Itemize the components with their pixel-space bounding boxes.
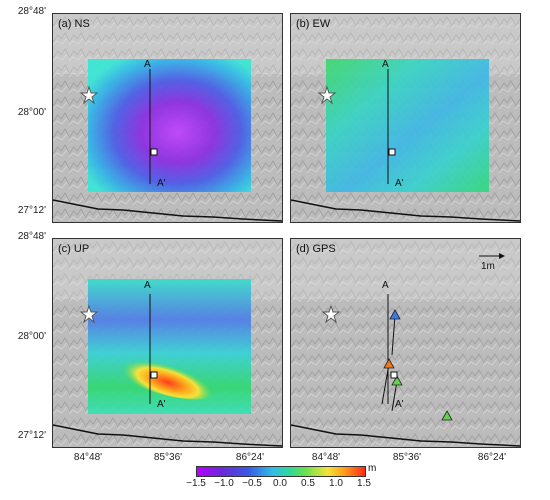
gps-triangle-icon bbox=[383, 358, 395, 369]
lon-label: 84°48' bbox=[311, 452, 341, 463]
station-square-icon bbox=[388, 148, 396, 156]
lon-label: 86°24' bbox=[235, 452, 265, 463]
panel-up: (c) UP A A' bbox=[52, 238, 283, 448]
panel-ns-map bbox=[53, 14, 282, 222]
epicenter-star-icon bbox=[79, 304, 99, 324]
panel-gps-map bbox=[291, 239, 520, 447]
lon-label: 84°48' bbox=[73, 452, 103, 463]
station-square-icon bbox=[150, 371, 158, 379]
colorbar-tick: 1.5 bbox=[357, 478, 371, 489]
lat-label-top: 28°48' bbox=[17, 6, 46, 17]
epicenter-star-icon bbox=[321, 304, 341, 324]
station-square-icon bbox=[150, 148, 158, 156]
gps-triangle-icon bbox=[389, 309, 401, 320]
panel-ew-label: (b) EW bbox=[296, 18, 331, 30]
epicenter-star-icon bbox=[317, 85, 337, 105]
fault-line-icon bbox=[53, 424, 282, 447]
panel-ew: (b) EW A A' bbox=[290, 13, 521, 223]
lon-label: 86°24' bbox=[477, 452, 507, 463]
profile-end-label: A' bbox=[157, 399, 166, 410]
profile-start-label: A bbox=[144, 59, 151, 70]
profile-end-label: A' bbox=[395, 178, 404, 189]
panel-gps-label: (d) GPS bbox=[296, 243, 336, 255]
panel-ew-map bbox=[291, 14, 520, 222]
colorbar-tick: 0.0 bbox=[273, 478, 287, 489]
lat-label-bottom: 27°12' bbox=[17, 205, 46, 216]
profile-start-label: A bbox=[144, 280, 151, 291]
station-square-icon bbox=[390, 371, 398, 379]
colorbar-tick: 0.5 bbox=[301, 478, 315, 489]
panel-ns: (a) NS A A' bbox=[52, 13, 283, 223]
lon-label: 85°36' bbox=[153, 452, 183, 463]
epicenter-star-icon bbox=[79, 85, 99, 105]
fault-line-icon bbox=[291, 199, 520, 222]
lat-label-bottom: 27°12' bbox=[17, 430, 46, 441]
panel-up-label: (c) UP bbox=[58, 243, 90, 255]
fault-line-icon bbox=[291, 424, 520, 447]
fault-line-icon bbox=[53, 199, 282, 222]
panel-ns-label: (a) NS bbox=[58, 18, 90, 30]
gps-triangle-icon bbox=[391, 375, 403, 386]
lon-label: 85°36' bbox=[392, 452, 422, 463]
scale-arrow-label: 1m bbox=[481, 261, 495, 272]
lat-label-top: 28°48' bbox=[17, 231, 46, 242]
ew-displacement-field bbox=[326, 59, 489, 192]
panel-up-map bbox=[53, 239, 282, 447]
colorbar bbox=[196, 466, 366, 477]
colorbar-unit: m bbox=[368, 463, 377, 474]
colorbar-tick: −0.5 bbox=[242, 478, 262, 489]
panel-gps: (d) GPS A A' 1m bbox=[290, 238, 521, 448]
profile-end-label: A' bbox=[395, 399, 404, 410]
gps-triangle-icon bbox=[441, 410, 453, 421]
colorbar-tick: −1.5 bbox=[186, 478, 206, 489]
profile-start-label: A bbox=[382, 59, 389, 70]
profile-start-label: A bbox=[382, 280, 389, 291]
lat-label-mid: 28°00' bbox=[17, 107, 46, 118]
colorbar-tick: 1.0 bbox=[329, 478, 343, 489]
lat-label-mid: 28°00' bbox=[17, 331, 46, 342]
ns-displacement-field bbox=[88, 59, 251, 192]
colorbar-tick: −1.0 bbox=[214, 478, 234, 489]
profile-end-label: A' bbox=[157, 178, 166, 189]
